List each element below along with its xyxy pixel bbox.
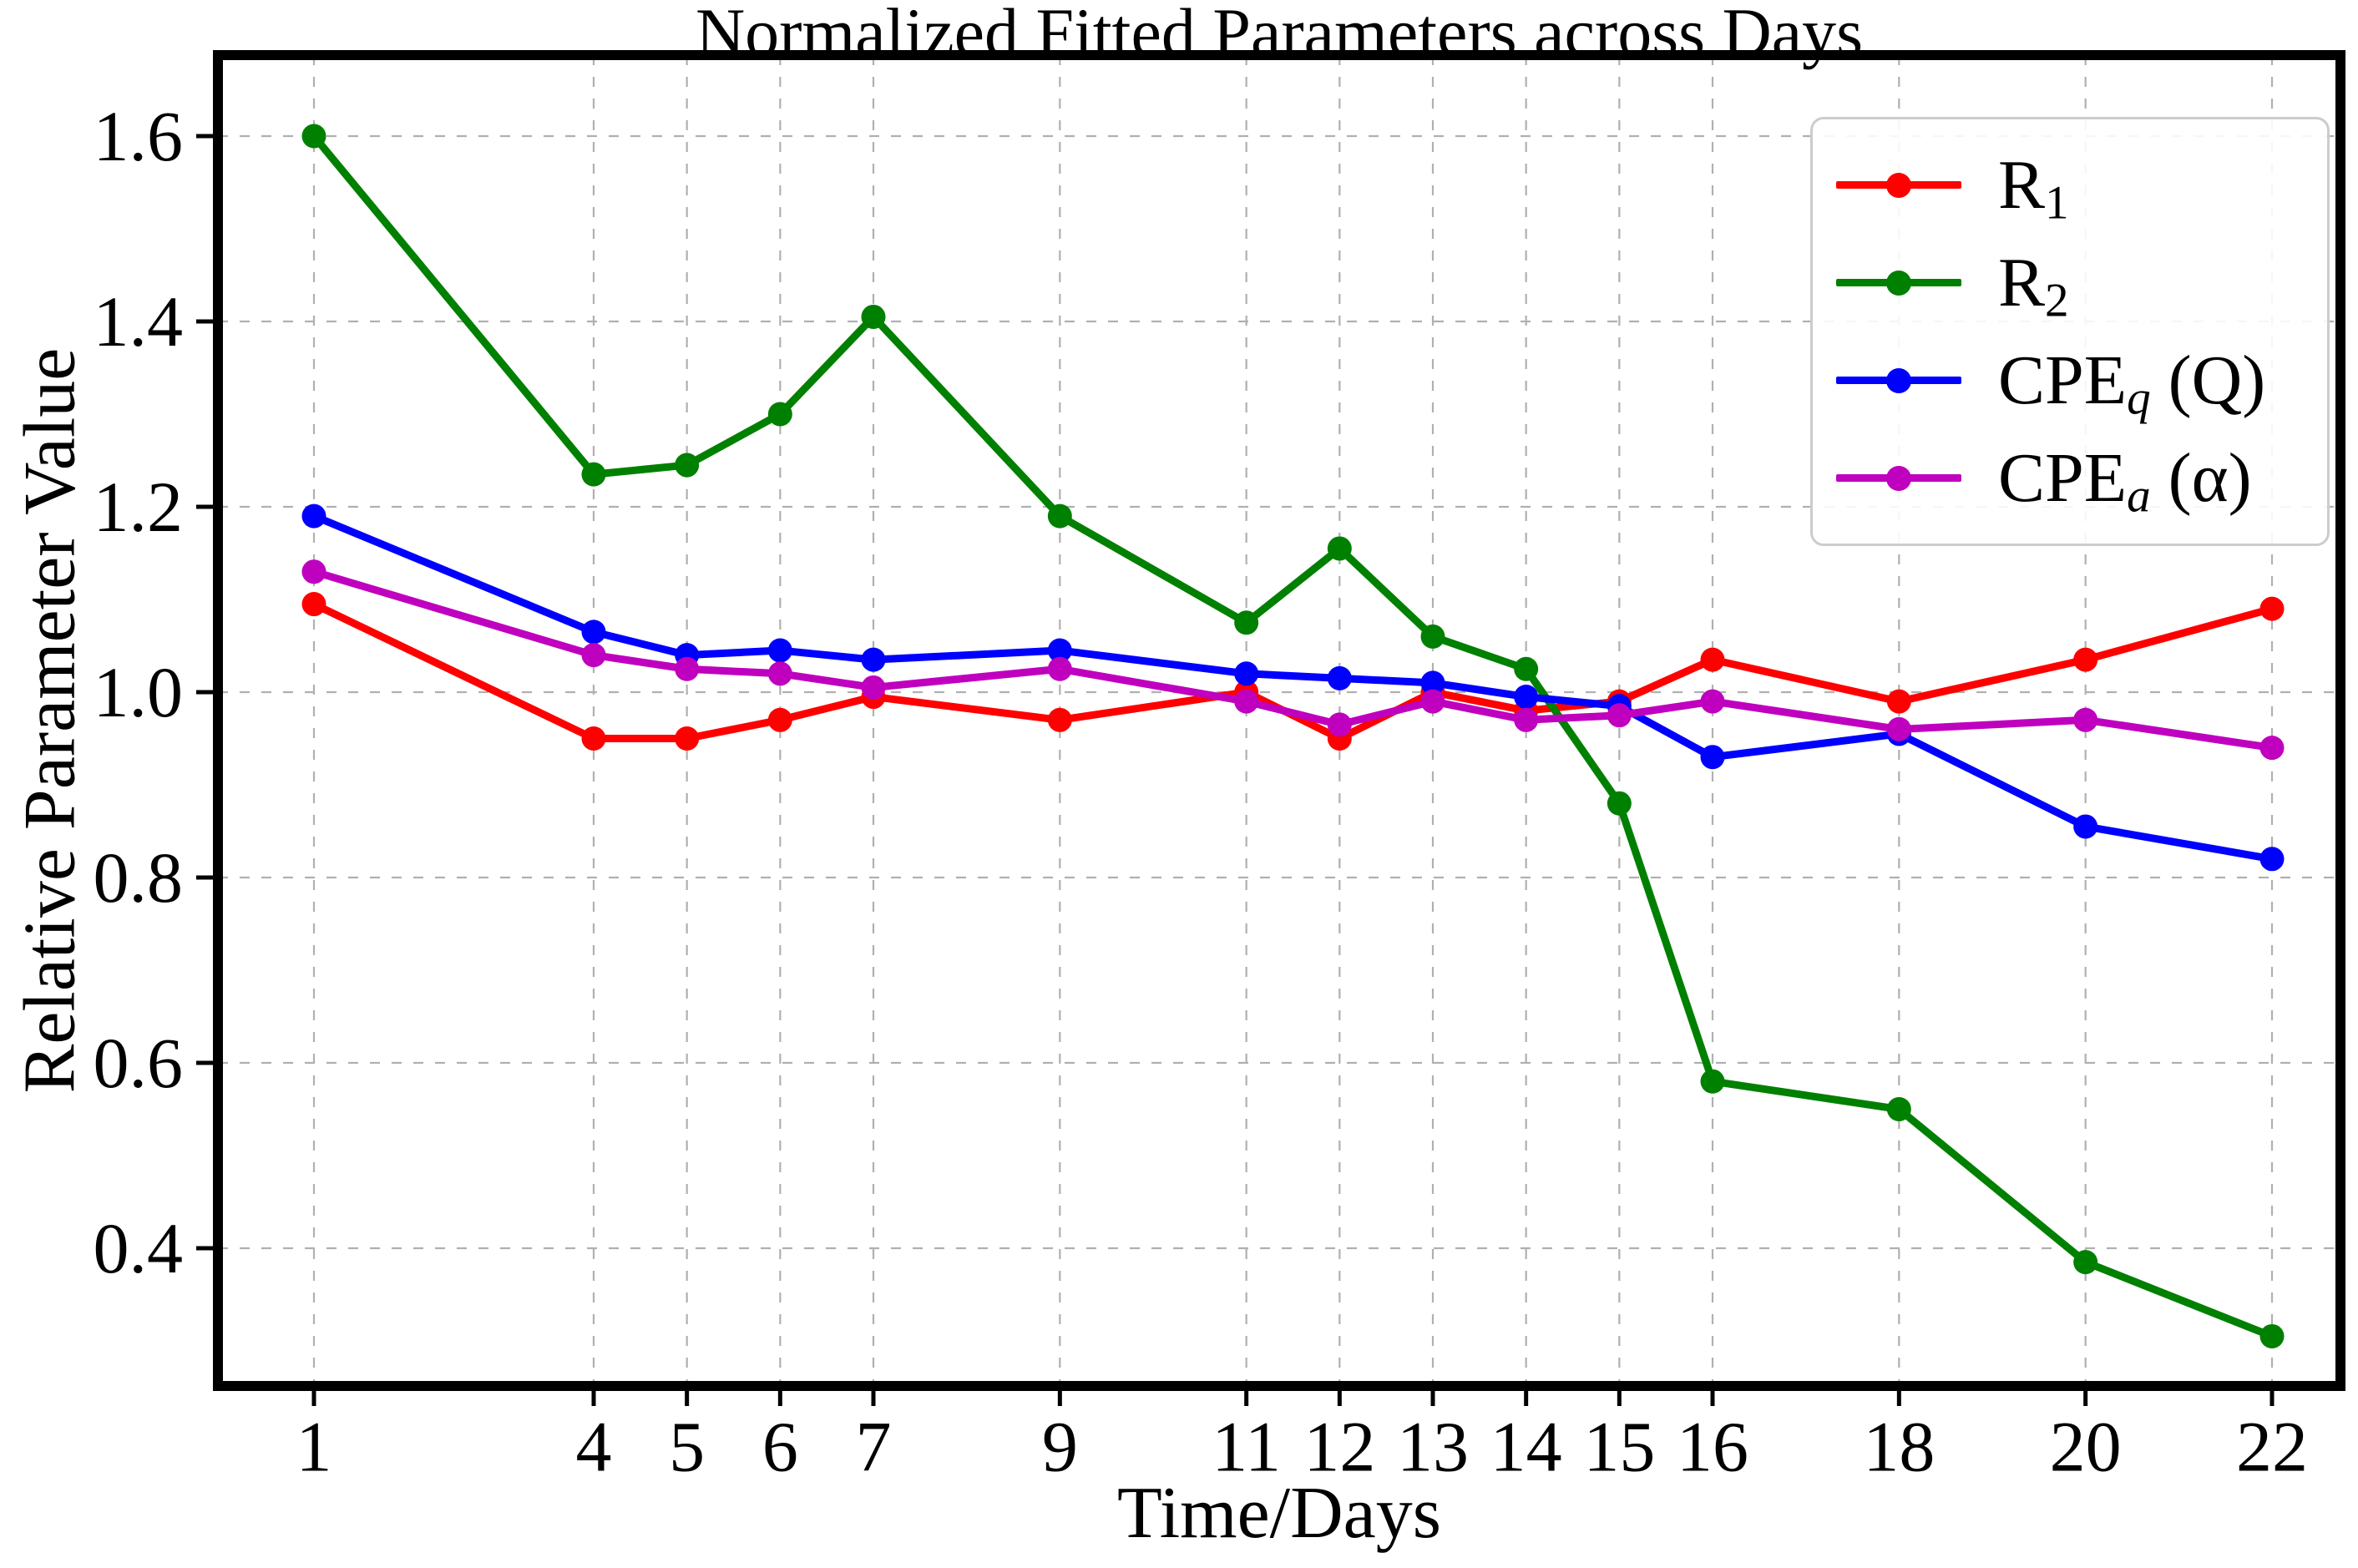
legend-item-cpe-q: CPEq (Q) xyxy=(1836,341,2304,425)
data-point-CPE_a (alpha) xyxy=(1234,689,1259,714)
data-point-R1 xyxy=(2073,647,2098,672)
data-point-R1 xyxy=(675,726,700,751)
data-point-CPE_q (Q) xyxy=(301,503,326,529)
x-tick-label: 22 xyxy=(2236,1407,2308,1487)
data-point-R2 xyxy=(1234,610,1259,635)
data-point-R2 xyxy=(1047,503,1072,529)
legend-label-r1: R1 xyxy=(1998,145,2069,230)
series-line-CPE_a (alpha) xyxy=(310,568,2276,752)
legend-line-sample-cpe-a xyxy=(1836,465,1961,491)
data-point-R1 xyxy=(767,707,792,732)
x-tick-label: 6 xyxy=(762,1407,798,1487)
legend-marker-dot xyxy=(1886,465,1911,491)
data-point-CPE_q (Q) xyxy=(581,620,606,645)
x-tick-label: 4 xyxy=(576,1407,612,1487)
data-point-R2 xyxy=(581,462,606,487)
data-point-CPE_a (alpha) xyxy=(1886,716,1911,741)
data-point-CPE_a (alpha) xyxy=(581,643,606,668)
y-tick-label: 1.6 xyxy=(94,96,184,176)
data-point-CPE_q (Q) xyxy=(1327,665,1352,690)
x-tick-label: 1 xyxy=(296,1407,332,1487)
y-tick-label: 0.4 xyxy=(94,1208,184,1288)
x-axis-label: Time/Days xyxy=(1117,1473,1441,1554)
x-tick-label: 5 xyxy=(669,1407,705,1487)
legend-line-sample-r2 xyxy=(1836,270,1961,296)
legend-item-cpe-a: CPEa (α) xyxy=(1836,438,2304,523)
legend-label-cpe-a: CPEa (α) xyxy=(1998,438,2252,523)
data-point-R2 xyxy=(2259,1323,2285,1348)
data-point-CPE_a (alpha) xyxy=(301,559,326,584)
data-point-CPE_a (alpha) xyxy=(1700,689,1725,714)
data-point-R2 xyxy=(1886,1097,1911,1121)
data-point-R2 xyxy=(861,304,886,329)
y-tick-label: 1.4 xyxy=(94,281,184,362)
data-point-CPE_q (Q) xyxy=(861,647,886,672)
data-point-R2 xyxy=(767,402,792,427)
legend-line-sample-cpe-q xyxy=(1836,367,1961,393)
legend-marker-dot xyxy=(1886,270,1911,296)
y-tick-label: 1.0 xyxy=(94,652,184,732)
legend-item-r1: R1 xyxy=(1836,145,2304,230)
x-tick-label: 14 xyxy=(1490,1407,1562,1487)
legend-line-sample-r1 xyxy=(1836,172,1961,198)
series-line-R1 xyxy=(310,600,2276,742)
x-tick-label: 11 xyxy=(1212,1407,1281,1487)
data-point-R2 xyxy=(1700,1069,1725,1094)
data-point-CPE_a (alpha) xyxy=(1420,689,1445,714)
data-point-CPE_a (alpha) xyxy=(1607,703,1632,728)
data-point-CPE_a (alpha) xyxy=(675,656,700,681)
data-point-CPE_a (alpha) xyxy=(861,675,886,700)
x-tick-label: 20 xyxy=(2050,1407,2122,1487)
data-point-CPE_q (Q) xyxy=(1047,638,1072,663)
y-tick-label: 1.2 xyxy=(94,467,184,547)
data-point-R2 xyxy=(1327,536,1352,561)
plot-frame xyxy=(213,50,2345,1391)
x-tick-label: 15 xyxy=(1583,1407,1655,1487)
data-point-R1 xyxy=(2259,596,2285,621)
data-point-CPE_a (alpha) xyxy=(1514,707,1539,732)
data-point-CPE_q (Q) xyxy=(1420,670,1445,695)
legend-marker-dot xyxy=(1886,367,1911,393)
legend-label-r2: R2 xyxy=(1998,243,2069,327)
data-point-R2 xyxy=(1607,791,1632,816)
legend-label-cpe-q: CPEq (Q) xyxy=(1998,341,2266,425)
x-tick-label: 13 xyxy=(1397,1407,1469,1487)
data-point-CPE_a (alpha) xyxy=(1047,656,1072,681)
data-point-R2 xyxy=(675,453,700,478)
data-point-R1 xyxy=(1700,647,1725,672)
data-point-CPE_q (Q) xyxy=(1514,685,1539,710)
data-point-R1 xyxy=(581,726,606,751)
x-tick-label: 18 xyxy=(1863,1407,1935,1487)
data-point-CPE_q (Q) xyxy=(767,638,792,663)
data-point-R2 xyxy=(301,124,326,149)
data-point-R2 xyxy=(1514,656,1539,681)
x-tick-label: 7 xyxy=(856,1407,892,1487)
x-tick-label: 16 xyxy=(1677,1407,1748,1487)
legend: R1 R2 CPEq (Q) CPEa (α) xyxy=(1810,117,2330,546)
data-point-CPE_q (Q) xyxy=(1234,661,1259,686)
y-tick-label: 0.6 xyxy=(94,1023,184,1103)
data-point-R1 xyxy=(1047,707,1072,732)
data-point-R2 xyxy=(2073,1250,2098,1275)
data-point-CPE_a (alpha) xyxy=(767,661,792,686)
data-point-R2 xyxy=(1420,624,1445,649)
data-point-CPE_q (Q) xyxy=(2073,814,2098,839)
data-point-R1 xyxy=(301,592,326,617)
data-point-CPE_a (alpha) xyxy=(2073,707,2098,732)
data-point-CPE_q (Q) xyxy=(1700,745,1725,770)
y-tick-label: 0.8 xyxy=(94,837,184,918)
data-point-CPE_a (alpha) xyxy=(2259,736,2285,761)
legend-item-r2: R2 xyxy=(1836,243,2304,327)
y-axis-label: Relative Parameter Value xyxy=(9,347,91,1094)
legend-marker-dot xyxy=(1886,172,1911,198)
data-point-R1 xyxy=(1886,689,1911,714)
x-tick-label: 9 xyxy=(1042,1407,1078,1487)
x-tick-label: 12 xyxy=(1303,1407,1375,1487)
data-point-CPE_a (alpha) xyxy=(1327,712,1352,737)
data-point-CPE_q (Q) xyxy=(2259,847,2285,872)
